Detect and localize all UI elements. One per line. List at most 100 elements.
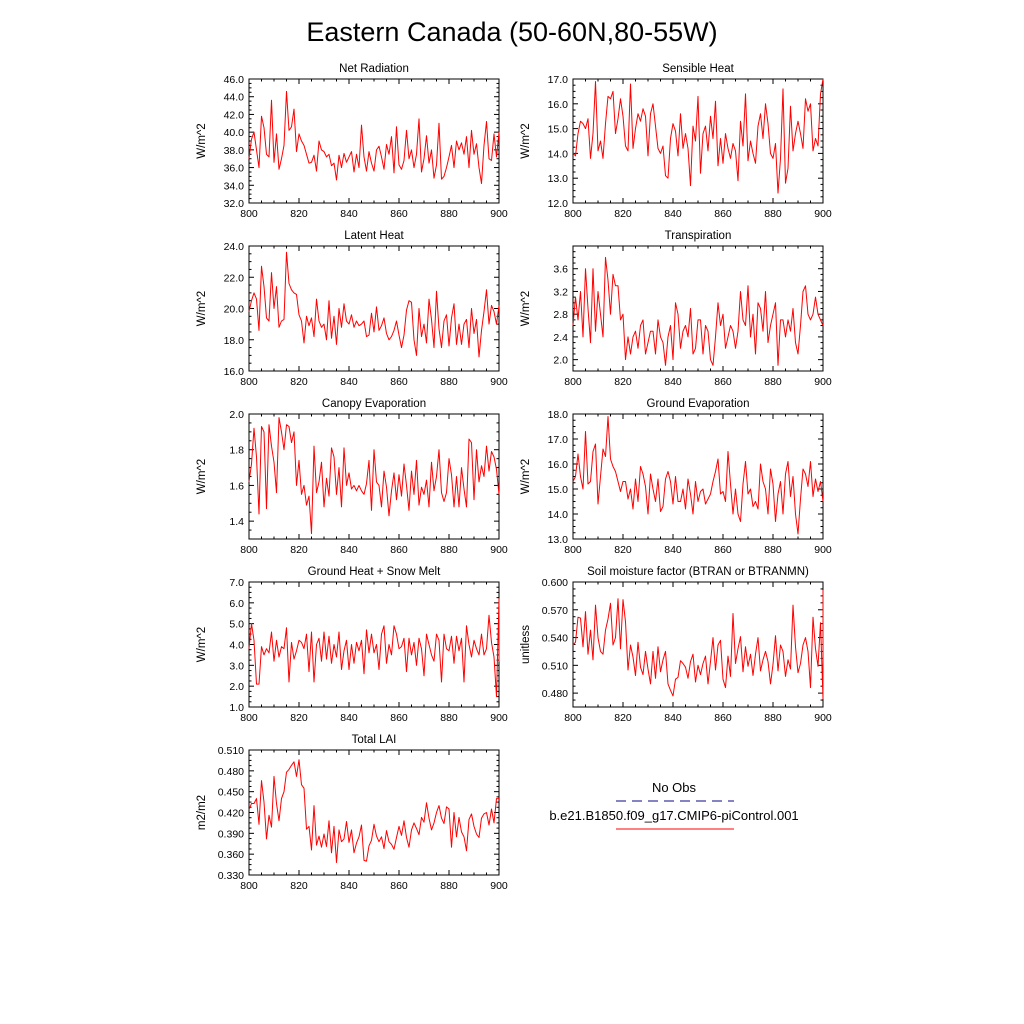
y-tick-label: 0.360 [218, 849, 244, 861]
x-tick-label: 880 [764, 544, 782, 556]
x-tick-label: 840 [340, 208, 358, 220]
y-axis-label: W/m^2 [196, 627, 208, 662]
y-tick-label: 0.480 [218, 766, 244, 778]
x-tick-label: 860 [714, 544, 732, 556]
y-tick-label: 1.0 [229, 702, 244, 714]
y-tick-label: 20.0 [224, 304, 245, 316]
y-tick-label: 13.0 [548, 534, 569, 546]
y-tick-label: 0.570 [542, 605, 568, 617]
x-tick-label: 880 [764, 208, 782, 220]
y-tick-label: 1.8 [229, 445, 244, 457]
x-tick-label: 860 [390, 208, 408, 220]
y-tick-label: 3.2 [553, 286, 568, 298]
panel-2: 800 820 840 860 880 900 12.0 13.0 14.0 15.0 16.0 17… [520, 63, 832, 220]
panel-title: Ground Evaporation [647, 398, 750, 410]
y-tick-label: 3.0 [229, 660, 244, 672]
x-tick-label: 820 [614, 208, 632, 220]
y-tick-label: 13.0 [548, 173, 569, 185]
y-tick-label: 3.6 [553, 264, 568, 276]
x-tick-label: 900 [490, 880, 508, 892]
x-tick-label: 800 [564, 544, 582, 556]
x-tick-label: 860 [714, 712, 732, 724]
x-tick-label: 860 [714, 208, 732, 220]
x-tick-label: 900 [814, 712, 832, 724]
y-tick-label: 16.0 [548, 99, 569, 111]
y-tick-label: 14.0 [548, 148, 569, 160]
y-tick-label: 46.0 [224, 74, 245, 86]
y-tick-label: 14.0 [548, 509, 569, 521]
panel-title: Total LAI [352, 734, 397, 746]
panels: 800 820 840 860 880 900 32.0 34.0 36.0 38.0 40.0 42… [196, 63, 832, 892]
x-tick-label: 840 [340, 880, 358, 892]
y-tick-label: 1.4 [229, 516, 244, 528]
y-tick-label: 40.0 [224, 127, 245, 139]
y-axis-label: W/m^2 [520, 291, 532, 326]
x-tick-label: 860 [390, 376, 408, 388]
series-line [248, 251, 500, 358]
y-axis-label: W/m^2 [196, 123, 208, 158]
x-tick-label: 880 [440, 880, 458, 892]
x-tick-label: 880 [440, 712, 458, 724]
y-tick-label: 0.420 [218, 808, 244, 820]
series-line [248, 417, 500, 535]
y-tick-label: 0.450 [218, 787, 244, 799]
x-tick-label: 900 [490, 544, 508, 556]
x-tick-label: 860 [390, 712, 408, 724]
panel-5: 800 820 840 860 880 900 1.4 1.6 1.8 2.0 Canopy Eva… [196, 398, 508, 556]
x-tick-label: 800 [564, 208, 582, 220]
y-tick-label: 0.480 [542, 688, 568, 700]
x-tick-label: 880 [764, 712, 782, 724]
y-tick-label: 12.0 [548, 198, 569, 210]
y-tick-label: 5.0 [229, 619, 244, 631]
panel-title: Net Radiation [339, 63, 409, 75]
y-tick-label: 42.0 [224, 109, 245, 121]
x-tick-label: 820 [290, 544, 308, 556]
y-tick-label: 2.0 [229, 681, 244, 693]
panel-3: 800 820 840 860 880 900 16.0 18.0 20.0 22.0 24.0 La… [196, 230, 508, 388]
y-tick-label: 16.0 [224, 366, 245, 378]
y-tick-label: 2.8 [553, 309, 568, 321]
x-tick-label: 800 [564, 376, 582, 388]
x-tick-label: 880 [440, 544, 458, 556]
panel-1: 800 820 840 860 880 900 32.0 34.0 36.0 38.0 40.0 42… [196, 63, 508, 220]
y-tick-label: 1.6 [229, 480, 244, 492]
series-line [572, 256, 824, 366]
panel-title: Sensible Heat [662, 63, 734, 75]
x-tick-label: 820 [614, 544, 632, 556]
x-tick-label: 900 [490, 208, 508, 220]
y-tick-label: 4.0 [229, 640, 244, 652]
y-tick-label: 15.0 [548, 124, 569, 136]
y-axis-label: unitless [520, 625, 532, 664]
y-tick-label: 0.390 [218, 828, 244, 840]
y-tick-label: 38.0 [224, 145, 245, 157]
x-tick-label: 840 [664, 712, 682, 724]
series-line [572, 589, 824, 700]
x-tick-label: 840 [340, 712, 358, 724]
x-tick-label: 900 [814, 208, 832, 220]
x-tick-label: 840 [664, 544, 682, 556]
x-tick-label: 900 [814, 376, 832, 388]
y-tick-label: 0.540 [542, 633, 568, 645]
y-tick-label: 0.600 [542, 577, 568, 589]
x-tick-label: 800 [240, 208, 258, 220]
y-tick-label: 18.0 [548, 409, 569, 421]
x-tick-label: 860 [390, 544, 408, 556]
x-tick-label: 840 [340, 544, 358, 556]
y-tick-label: 17.0 [548, 74, 569, 86]
x-tick-label: 820 [290, 376, 308, 388]
x-tick-label: 820 [614, 376, 632, 388]
y-axis-label: W/m^2 [196, 291, 208, 326]
series-line [248, 598, 500, 698]
y-tick-label: 2.0 [553, 355, 568, 367]
x-tick-label: 880 [440, 208, 458, 220]
y-axis-label: W/m^2 [520, 123, 532, 158]
x-tick-label: 900 [490, 376, 508, 388]
panel-9: 800 820 840 860 880 900 0.330 0.360 0.390 0.420 0.… [196, 734, 508, 892]
y-tick-label: 0.510 [218, 745, 244, 757]
y-tick-label: 36.0 [224, 163, 245, 175]
y-tick-label: 2.0 [229, 409, 244, 421]
panel-title: Soil moisture factor (BTRAN or BTRANMN) [587, 566, 809, 578]
panel-title: Latent Heat [344, 230, 404, 242]
